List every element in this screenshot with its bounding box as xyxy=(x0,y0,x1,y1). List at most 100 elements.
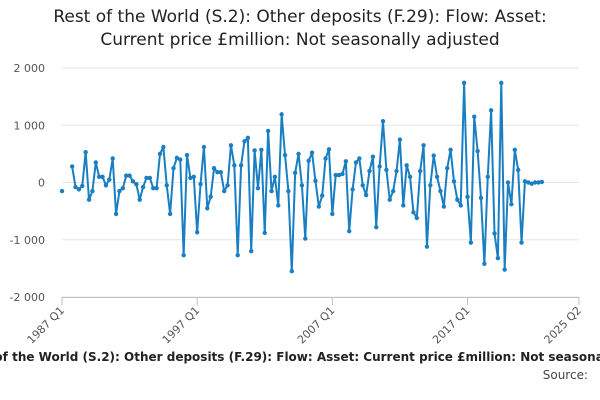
data-point[interactable] xyxy=(100,174,105,179)
data-point[interactable] xyxy=(296,151,301,157)
data-point[interactable] xyxy=(86,197,92,202)
data-point[interactable] xyxy=(519,240,524,245)
data-point[interactable] xyxy=(488,108,494,113)
data-point[interactable] xyxy=(323,156,328,161)
data-point[interactable] xyxy=(377,164,382,169)
data-point[interactable] xyxy=(330,211,335,217)
data-point[interactable] xyxy=(218,169,224,175)
data-point[interactable] xyxy=(137,197,142,202)
data-point[interactable] xyxy=(343,159,349,164)
data-point[interactable] xyxy=(431,153,436,158)
data-point[interactable] xyxy=(407,174,413,179)
data-point[interactable] xyxy=(242,139,247,144)
data-point[interactable] xyxy=(387,197,392,202)
data-point[interactable] xyxy=(151,186,156,191)
data-point[interactable] xyxy=(178,157,183,162)
data-point[interactable] xyxy=(306,158,311,163)
data-point[interactable] xyxy=(171,165,176,171)
data-point[interactable] xyxy=(144,175,149,181)
data-point[interactable] xyxy=(384,167,389,173)
data-point[interactable] xyxy=(120,186,126,191)
data-point[interactable] xyxy=(374,224,379,230)
data-point[interactable] xyxy=(235,253,240,258)
data-point[interactable] xyxy=(276,203,281,208)
data-point[interactable] xyxy=(536,180,541,185)
data-point[interactable] xyxy=(164,183,169,188)
data-point[interactable] xyxy=(113,211,119,217)
data-point[interactable] xyxy=(434,174,440,179)
data-point[interactable] xyxy=(205,206,210,211)
data-point[interactable] xyxy=(512,147,517,153)
data-point[interactable] xyxy=(90,188,95,194)
data-point[interactable] xyxy=(167,211,173,217)
data-point[interactable] xyxy=(154,186,159,191)
data-point[interactable] xyxy=(316,204,322,209)
data-point[interactable] xyxy=(360,183,365,188)
data-point[interactable] xyxy=(522,179,528,184)
data-point[interactable] xyxy=(411,210,416,215)
data-point[interactable] xyxy=(465,194,470,200)
data-point[interactable] xyxy=(539,179,545,185)
data-point[interactable] xyxy=(414,215,420,221)
data-point[interactable] xyxy=(472,114,477,119)
data-point[interactable] xyxy=(286,188,291,194)
data-point[interactable] xyxy=(147,175,153,181)
data-point[interactable] xyxy=(110,156,115,161)
data-point[interactable] xyxy=(198,182,203,187)
data-point[interactable] xyxy=(428,183,433,188)
data-point[interactable] xyxy=(211,165,217,171)
data-point[interactable] xyxy=(130,179,136,184)
data-point[interactable] xyxy=(238,163,244,168)
data-point[interactable] xyxy=(134,182,139,187)
data-point[interactable] xyxy=(174,155,180,161)
data-point[interactable] xyxy=(303,236,308,241)
data-point[interactable] xyxy=(140,184,146,190)
data-point[interactable] xyxy=(272,174,278,179)
data-point[interactable] xyxy=(492,231,497,236)
data-point[interactable] xyxy=(259,147,264,153)
data-point[interactable] xyxy=(441,204,447,209)
data-point[interactable] xyxy=(448,147,453,153)
data-point[interactable] xyxy=(424,244,430,249)
data-point[interactable] xyxy=(333,172,338,178)
data-point[interactable] xyxy=(161,144,166,150)
data-point[interactable] xyxy=(336,172,342,178)
data-point[interactable] xyxy=(353,160,359,165)
data-point[interactable] xyxy=(232,163,237,168)
data-point[interactable] xyxy=(421,143,426,148)
data-point[interactable] xyxy=(208,194,213,200)
data-point[interactable] xyxy=(83,149,88,155)
data-point[interactable] xyxy=(509,202,514,207)
data-point[interactable] xyxy=(76,187,82,192)
data-point[interactable] xyxy=(350,187,355,192)
data-point[interactable] xyxy=(313,178,318,183)
data-point[interactable] xyxy=(515,167,521,173)
data-point[interactable] xyxy=(390,188,396,194)
data-point[interactable] xyxy=(340,171,345,177)
data-point[interactable] xyxy=(370,154,376,159)
data-point[interactable] xyxy=(279,112,284,117)
data-point[interactable] xyxy=(184,152,190,158)
data-point[interactable] xyxy=(191,174,196,179)
data-point[interactable] xyxy=(252,148,257,153)
data-point[interactable] xyxy=(485,174,490,179)
data-point[interactable] xyxy=(458,203,463,208)
data-point[interactable] xyxy=(107,177,112,182)
data-point[interactable] xyxy=(326,147,332,152)
data-point[interactable] xyxy=(245,135,251,141)
data-point[interactable] xyxy=(451,179,457,184)
data-point[interactable] xyxy=(468,240,474,245)
data-point[interactable] xyxy=(526,180,531,185)
data-point[interactable] xyxy=(69,164,75,169)
data-point[interactable] xyxy=(289,269,294,274)
data-point[interactable] xyxy=(299,183,305,188)
data-point[interactable] xyxy=(347,228,352,234)
data-point[interactable] xyxy=(255,186,261,191)
data-point[interactable] xyxy=(532,180,538,185)
data-point[interactable] xyxy=(221,188,227,194)
data-point[interactable] xyxy=(215,169,220,175)
data-point[interactable] xyxy=(455,197,460,202)
data-point[interactable] xyxy=(96,174,102,179)
data-point[interactable] xyxy=(397,137,403,142)
data-point[interactable] xyxy=(73,184,78,190)
